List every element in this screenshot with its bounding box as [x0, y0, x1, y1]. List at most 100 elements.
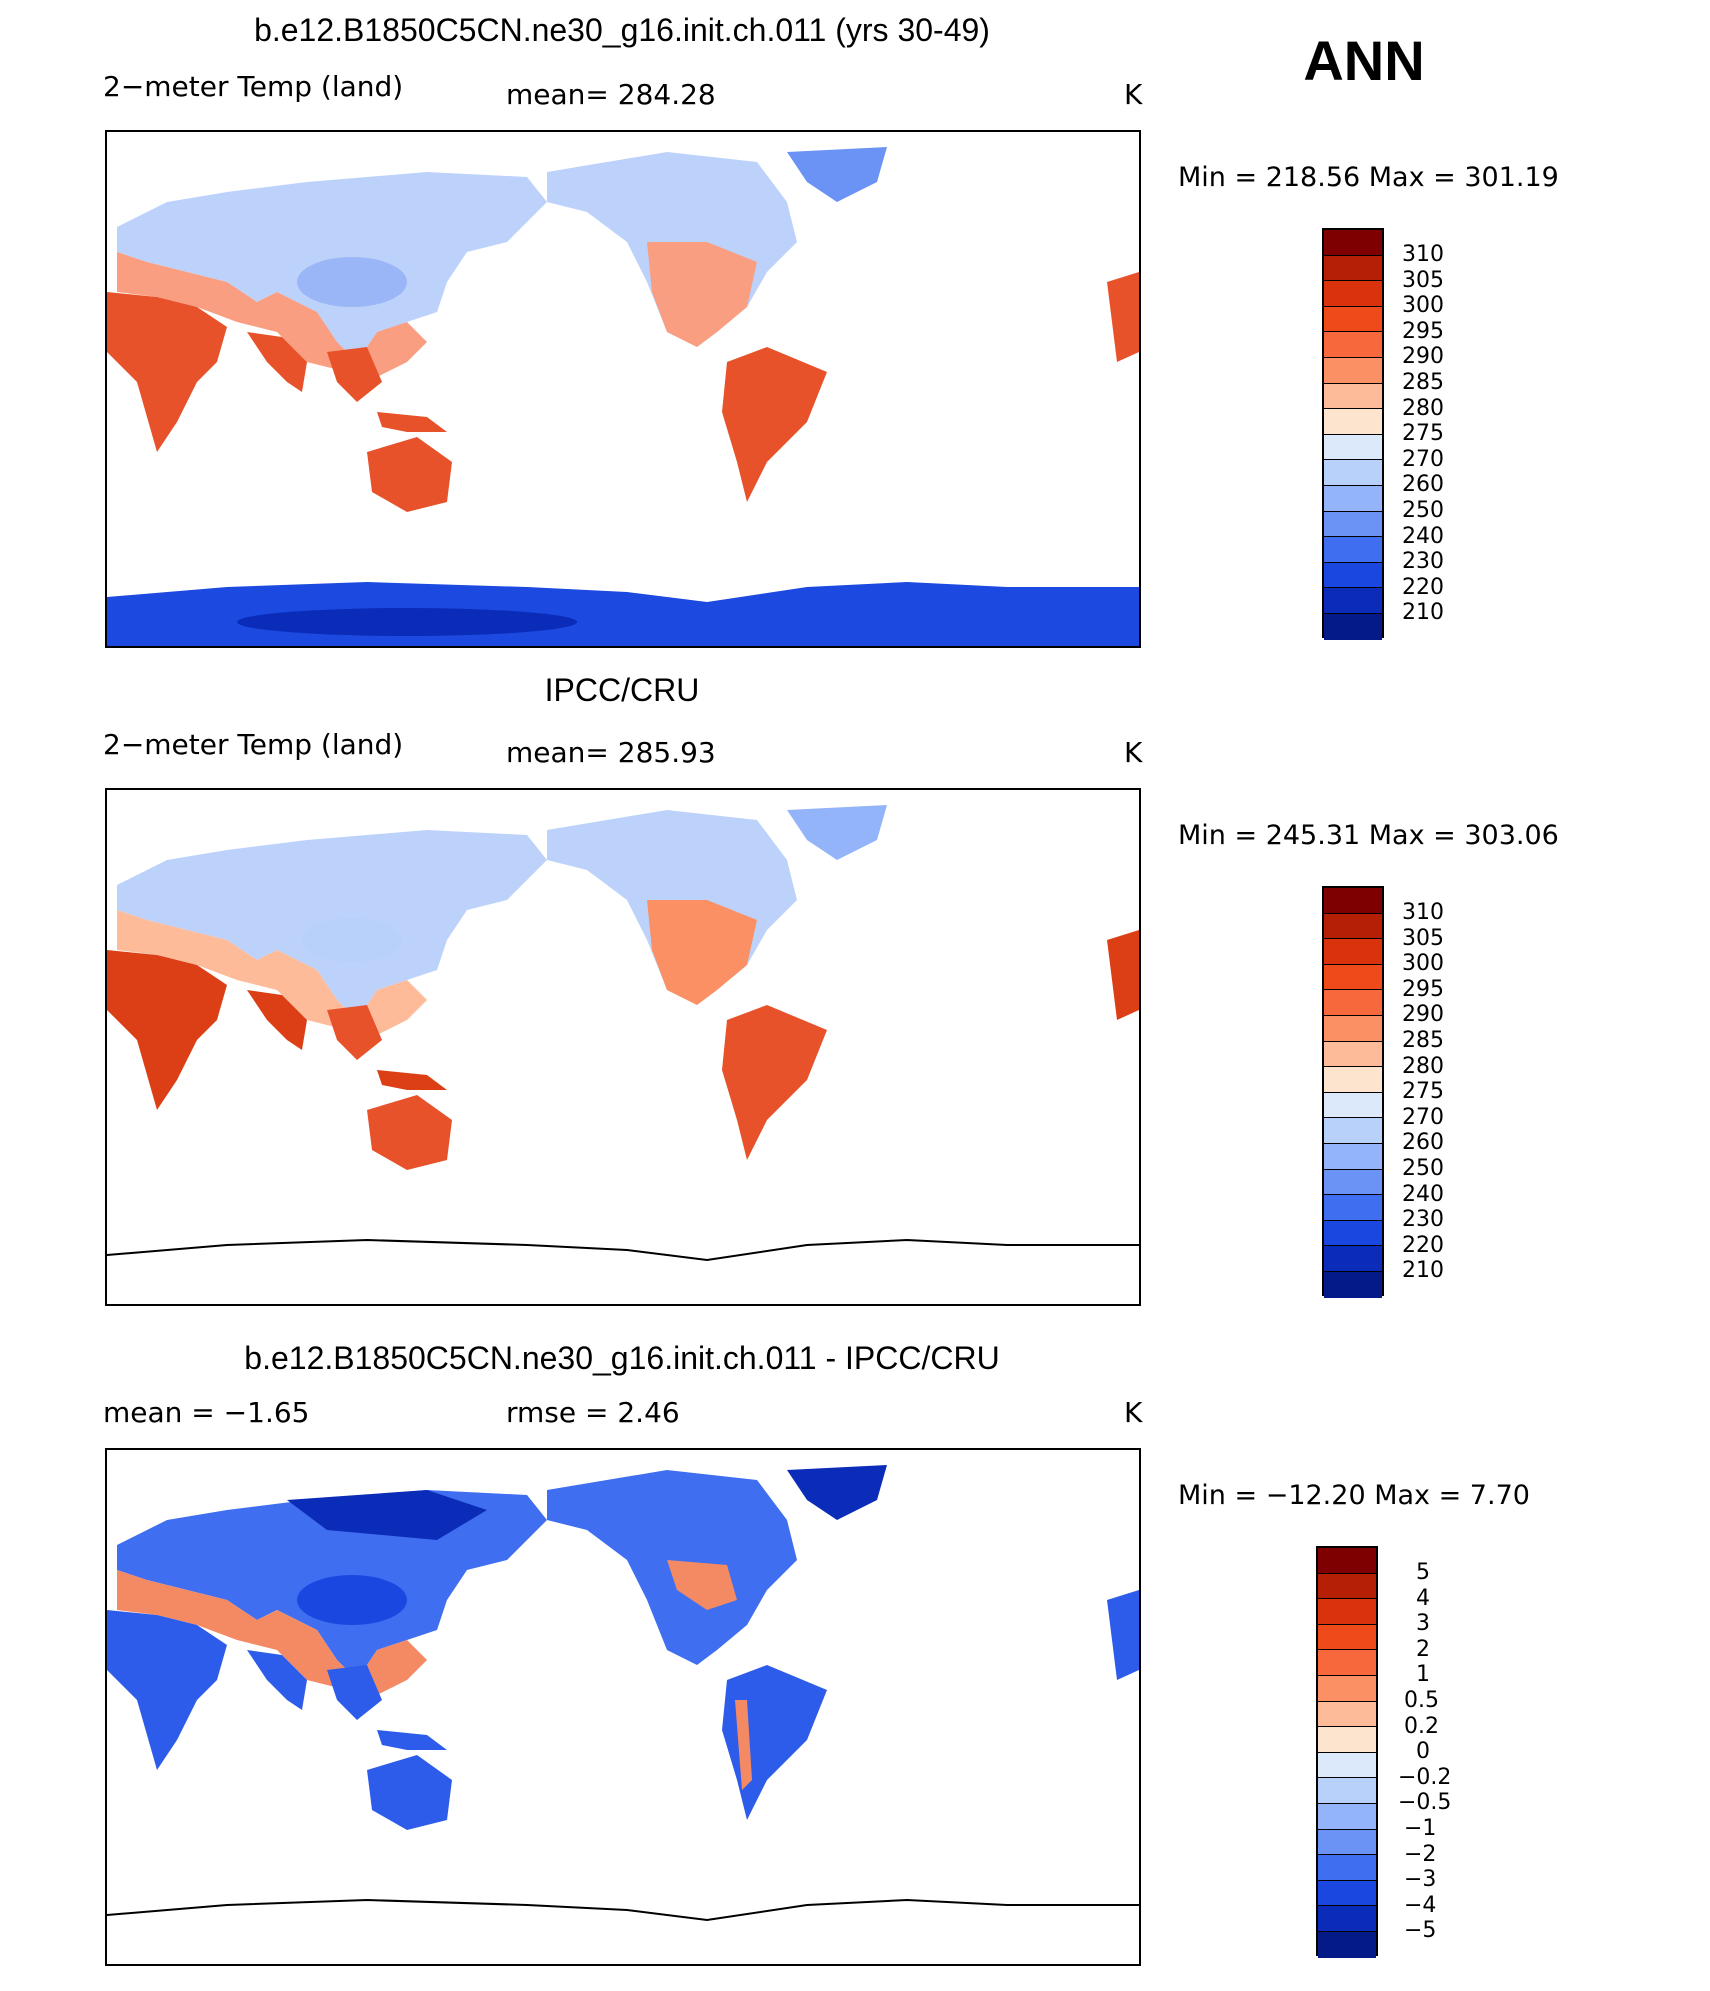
- panel-1-cbar-label: 300: [1402, 293, 1444, 318]
- se-asia-landmass: [327, 347, 382, 402]
- panel-1-cbar-label: 260: [1402, 472, 1444, 497]
- tibet-cold: [302, 918, 402, 962]
- south-america-landmass: [722, 1665, 827, 1820]
- india-landmass: [247, 332, 307, 392]
- antarctica-outline: [107, 1898, 1139, 1922]
- panel-2-cbar-label: 240: [1402, 1182, 1444, 1207]
- antarctica-outline: [107, 1238, 1139, 1262]
- se-asia-landmass: [327, 1665, 382, 1720]
- panel-2-cbar-label: 280: [1402, 1054, 1444, 1079]
- panel-2-cbar-label: 300: [1402, 951, 1444, 976]
- indonesia-islands: [377, 1730, 447, 1750]
- eurasia-south-band: [117, 910, 427, 1035]
- panel-3-cbar-label: 3: [1416, 1611, 1430, 1636]
- panel-1-title: b.e12.B1850C5CN.ne30_g16.init.ch.011 (yr…: [254, 12, 990, 48]
- antarctica-landmass: [107, 582, 1139, 646]
- se-asia-landmass: [327, 1005, 382, 1060]
- tibet-anomaly: [297, 1575, 407, 1625]
- panel-3-cbar-label: −1: [1404, 1816, 1437, 1841]
- panel-1-cbar-label: 220: [1402, 575, 1444, 600]
- difference-map: [107, 1465, 1139, 1922]
- panel-3-cbar-label: 5: [1416, 1560, 1430, 1585]
- eurasia-south-band: [117, 1570, 427, 1695]
- panel-1-cbar-label: 210: [1402, 600, 1444, 625]
- panel-1-cbar-label: 270: [1402, 447, 1444, 472]
- andes-warm: [735, 1700, 752, 1790]
- panel-2-minmax: Min = 245.31 Max = 303.06: [1178, 820, 1559, 851]
- season-label: ANN: [1303, 29, 1425, 92]
- africa-east-edge: [1107, 272, 1139, 362]
- panel-2-cbar-label: 260: [1402, 1130, 1444, 1155]
- panel-1-minmax: Min = 218.56 Max = 301.19: [1178, 162, 1559, 193]
- greenland-landmass: [787, 1465, 887, 1520]
- north-america-south: [647, 900, 757, 1005]
- australia-landmass: [367, 1095, 452, 1170]
- panel-3-cbar-label: 2: [1416, 1637, 1430, 1662]
- panel-3-cbar-label: −4: [1404, 1893, 1437, 1918]
- panel-2-title: IPCC/CRU: [544, 672, 700, 708]
- panel-3-mean: mean = −1.65: [103, 1396, 310, 1429]
- panel-3-cbar-label: −0.5: [1398, 1790, 1452, 1815]
- panel-2-cbar-label: 310: [1402, 900, 1444, 925]
- australia-landmass: [367, 1755, 452, 1830]
- africa-landmass: [107, 950, 227, 1110]
- panel-1-cbar-label: 285: [1402, 370, 1444, 395]
- panel-2-cbar-label: 290: [1402, 1002, 1444, 1027]
- panel-2-cbar-label: 295: [1402, 977, 1444, 1002]
- south-america-landmass: [722, 1005, 827, 1160]
- panel-2-cbar-label: 275: [1402, 1079, 1444, 1104]
- panel-1-cbar-label: 310: [1402, 242, 1444, 267]
- panel-1-variable: 2−meter Temp (land): [103, 70, 404, 103]
- siberia-cold: [287, 1490, 487, 1540]
- panel-3-cbar-label: 0.5: [1404, 1688, 1439, 1713]
- antarctica-core: [237, 608, 577, 636]
- panel-2-cbar-label: 305: [1402, 926, 1444, 951]
- panel-1-mean: mean= 284.28: [506, 78, 716, 111]
- panel-3-cbar-label: −2: [1404, 1842, 1437, 1867]
- panel-2-cbar-label: 220: [1402, 1233, 1444, 1258]
- north-america-warm: [667, 1560, 737, 1610]
- north-america-south: [647, 242, 757, 347]
- panel-1-cbar-label: 240: [1402, 524, 1444, 549]
- panel-2-cbar-label: 250: [1402, 1156, 1444, 1181]
- observed-temperature-map: [107, 805, 1139, 1262]
- panel-3-map: [105, 1448, 1141, 1966]
- model-temperature-map: [107, 147, 1139, 646]
- panel-1-cbar-label: 305: [1402, 268, 1444, 293]
- panel-2-cbar-label: 270: [1402, 1105, 1444, 1130]
- panel-1-colorbar: [1322, 228, 1384, 640]
- panel-1-map: [105, 130, 1141, 648]
- panel-2-cbar-label: 230: [1402, 1207, 1444, 1232]
- panel-3-units: K: [1124, 1396, 1143, 1429]
- panel-1-cbar-label: 290: [1402, 344, 1444, 369]
- panel-1-cbar-label: 280: [1402, 396, 1444, 421]
- panel-1-cbar-label: 295: [1402, 319, 1444, 344]
- india-landmass: [247, 1650, 307, 1710]
- india-landmass: [247, 990, 307, 1050]
- panel-3-cbar-label: −3: [1404, 1867, 1437, 1892]
- panel-2-mean: mean= 285.93: [506, 736, 716, 769]
- panel-1-cbar-label: 250: [1402, 498, 1444, 523]
- south-america-landmass: [722, 347, 827, 502]
- eurasia-south-band: [117, 252, 427, 377]
- africa-landmass: [107, 1610, 227, 1770]
- greenland-landmass: [787, 147, 887, 202]
- panel-3-cbar-label: 0: [1416, 1739, 1430, 1764]
- africa-landmass: [107, 292, 227, 452]
- panel-2-variable: 2−meter Temp (land): [103, 728, 404, 761]
- africa-east-edge: [1107, 930, 1139, 1020]
- panel-3-title: b.e12.B1850C5CN.ne30_g16.init.ch.011 - I…: [244, 1340, 1000, 1376]
- panel-1-units: K: [1124, 78, 1143, 111]
- panel-3-rmse: rmse = 2.46: [506, 1396, 680, 1429]
- panel-2-cbar-label: 210: [1402, 1258, 1444, 1283]
- panel-3-colorbar: [1316, 1546, 1378, 1958]
- africa-east-edge: [1107, 1590, 1139, 1680]
- australia-landmass: [367, 437, 452, 512]
- panel-3-minmax: Min = −12.20 Max = 7.70: [1178, 1480, 1530, 1511]
- panel-3-cbar-label: 1: [1416, 1662, 1430, 1687]
- panel-2-colorbar: [1322, 886, 1384, 1298]
- tibet-cold: [297, 257, 407, 307]
- panel-1-cbar-label: 230: [1402, 549, 1444, 574]
- panel-3-cbar-label: −5: [1404, 1918, 1437, 1943]
- panel-2-cbar-label: 285: [1402, 1028, 1444, 1053]
